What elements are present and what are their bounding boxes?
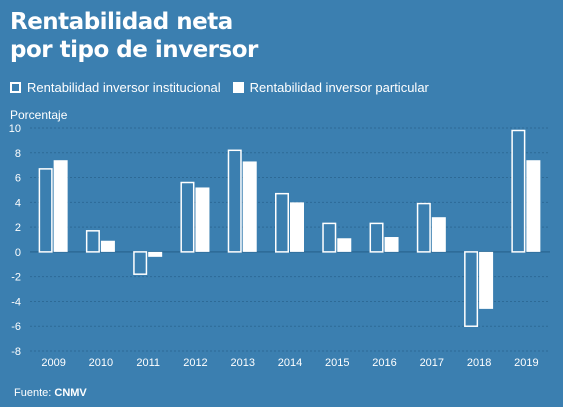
y-tick-label: 4 bbox=[15, 197, 21, 209]
bar-particular bbox=[337, 238, 352, 252]
bar-particular bbox=[242, 161, 257, 252]
bar-institutional bbox=[227, 149, 242, 253]
x-tick-label: 2010 bbox=[89, 357, 113, 368]
bar-particular bbox=[384, 237, 399, 252]
x-tick-label: 2015 bbox=[325, 357, 349, 368]
legend-item-institutional: Rentabilidad inversor institucional bbox=[10, 80, 221, 95]
x-tick-label: 2009 bbox=[41, 357, 65, 368]
bar-institutional bbox=[133, 251, 148, 275]
bar-particular bbox=[479, 251, 494, 309]
bar-chart: 10 8 6 4 2 0 -2 -4 -6 -8 2009 2010 2011 2012 2013 2014 2… bbox=[9, 123, 550, 368]
x-tick-label: 2016 bbox=[372, 357, 396, 368]
legend-label-particular: Rentabilidad inversor particular bbox=[249, 80, 429, 95]
bar-institutional bbox=[322, 222, 337, 253]
source-note: Fuente: CNMV bbox=[14, 387, 87, 399]
chart-legend: Rentabilidad inversor institucional Rent… bbox=[10, 80, 441, 95]
bar-particular bbox=[53, 160, 68, 252]
y-tick-label: 0 bbox=[15, 247, 21, 259]
x-tick-label: 2012 bbox=[183, 357, 207, 368]
y-tick-label: 2 bbox=[15, 222, 21, 234]
chart-title: Rentabilidad neta por tipo de inversor bbox=[10, 8, 258, 64]
y-axis-label: Porcentaje bbox=[10, 108, 68, 122]
legend-label-institutional: Rentabilidad inversor institucional bbox=[27, 80, 221, 95]
source-name: CNMV bbox=[54, 387, 87, 399]
bar-particular bbox=[195, 187, 210, 252]
legend-swatch-particular bbox=[232, 82, 244, 93]
x-tick-label: 2019 bbox=[514, 357, 538, 368]
bar-institutional bbox=[369, 222, 384, 253]
bar-institutional bbox=[180, 181, 195, 253]
x-tick-label: 2014 bbox=[278, 357, 302, 368]
legend-item-particular: Rentabilidad inversor particular bbox=[232, 80, 429, 95]
y-tick-label: -4 bbox=[11, 296, 21, 308]
y-tick-label: -8 bbox=[11, 346, 21, 358]
bar-institutional bbox=[85, 230, 100, 253]
x-tick-label: 2011 bbox=[136, 357, 160, 368]
y-tick-label: 6 bbox=[15, 173, 21, 185]
chart-title-line-2: por tipo de inversor bbox=[10, 37, 258, 63]
bar-institutional bbox=[275, 192, 289, 253]
source-label: Fuente: bbox=[14, 387, 52, 399]
x-tick-label: 2018 bbox=[467, 357, 491, 368]
bar-institutional bbox=[511, 129, 526, 253]
x-tick-label: 2017 bbox=[420, 357, 444, 368]
y-tick-label: -2 bbox=[11, 272, 21, 284]
y-tick-label: -6 bbox=[11, 321, 21, 333]
legend-swatch-institutional bbox=[10, 82, 21, 93]
bar-institutional bbox=[416, 202, 431, 253]
chart-title-line-1: Rentabilidad neta bbox=[10, 9, 233, 35]
bar-particular bbox=[431, 217, 446, 252]
bar-institutional bbox=[38, 168, 53, 253]
bar-particular bbox=[290, 202, 304, 252]
bar-institutional bbox=[464, 251, 479, 327]
y-tick-label: 8 bbox=[15, 148, 21, 160]
y-tick-label: 10 bbox=[9, 123, 21, 135]
bar-particular bbox=[148, 251, 163, 257]
bar-particular bbox=[526, 160, 541, 252]
x-tick-label: 2013 bbox=[230, 357, 254, 368]
bar-particular bbox=[100, 240, 115, 252]
